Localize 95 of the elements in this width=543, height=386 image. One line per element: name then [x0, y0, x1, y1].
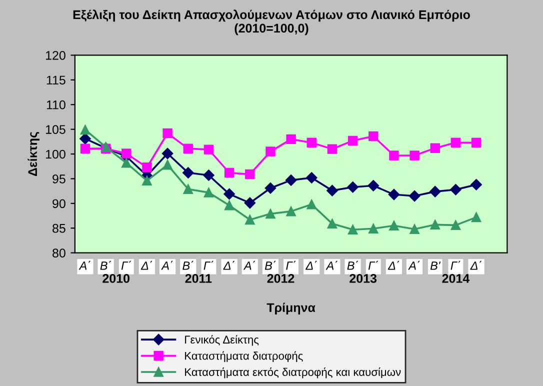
x-tick-label: Α΄ [161, 260, 173, 270]
point [162, 160, 172, 170]
point [306, 172, 318, 184]
x-tick-label: Β' [430, 262, 441, 270]
y-tick-label: 105 [46, 125, 66, 134]
point [264, 182, 276, 194]
point [450, 184, 462, 196]
text: 2013 [350, 274, 377, 283]
point [162, 148, 174, 160]
point [266, 208, 276, 219]
point [224, 168, 234, 178]
text: 2011 [185, 274, 212, 283]
point [348, 136, 358, 146]
point [430, 143, 440, 153]
y-tick-label: 120 [46, 51, 66, 60]
point [183, 184, 193, 194]
legend-label: Γενικός Δείκτης [185, 335, 259, 346]
y-tick-label: 115 [46, 76, 66, 85]
point [80, 133, 91, 144]
point [408, 190, 420, 202]
point [286, 206, 296, 216]
x-tick-label: Α΄ [326, 260, 338, 270]
legend-label: Καταστήματα εκτός διατροφής και καυσίμων [185, 368, 401, 378]
point [410, 224, 420, 234]
point [266, 146, 276, 156]
point [327, 144, 338, 154]
point [245, 169, 255, 180]
x-tick-label: Α΄ [408, 260, 420, 270]
legend-label: Καταστήματα διατροφής [185, 351, 303, 362]
x-tick-label: Γ΄ [286, 260, 296, 270]
point [430, 220, 440, 230]
point [450, 220, 461, 230]
x-tick-label: Γ΄ [121, 260, 132, 270]
point [204, 144, 214, 154]
point [348, 224, 358, 234]
point [368, 180, 379, 192]
x-tick-label: Γ΄ [204, 260, 214, 270]
y-axis-title: Δείκτης [28, 132, 40, 176]
x-tick-label: Δ΄ [140, 260, 152, 270]
x-tick-label: Γ΄ [450, 260, 460, 270]
point [470, 179, 482, 190]
y-tick-label: 90 [52, 199, 66, 208]
point [162, 128, 172, 138]
x-tick-label: Δ΄ [305, 260, 317, 270]
x-tick-label: Β΄ [100, 260, 112, 270]
point [389, 220, 399, 231]
y-tick-label: 110 [46, 100, 66, 110]
x-tick-label: Γ΄ [368, 260, 378, 270]
point [450, 138, 461, 148]
point [224, 200, 234, 210]
point [204, 188, 214, 198]
point [410, 150, 420, 160]
point [80, 124, 90, 135]
x-tick-label: Δ΄ [470, 260, 482, 270]
point [306, 200, 316, 210]
point [122, 158, 132, 168]
point [471, 138, 482, 148]
x-tick-label: Β΄ [264, 260, 276, 270]
y-tick-label: 80 [52, 248, 66, 258]
point [368, 131, 378, 142]
y-tick-label: 95 [52, 174, 66, 184]
point [244, 197, 256, 209]
point [326, 184, 338, 196]
x-tick-label: Δ΄ [388, 260, 400, 270]
point [368, 224, 378, 234]
x-tick-label: Α΄ [243, 260, 256, 270]
point [203, 170, 214, 181]
x-tick-label: Β΄ [182, 260, 194, 270]
text: 2010 [102, 274, 130, 283]
point [388, 188, 400, 200]
point [327, 218, 338, 229]
text: 2014 [442, 274, 470, 283]
y-tick-label: 100 [46, 150, 66, 159]
point [224, 188, 235, 200]
point [306, 138, 316, 148]
chart-title: Εξέλιξη του Δείκτη Απασχολούμενων Ατόμων στο Λιανικό Εμπόριο (2010=100,0) [73, 10, 470, 36]
point [122, 148, 132, 158]
point [286, 134, 296, 144]
point [347, 182, 358, 193]
x-tick-label: Β΄ [347, 260, 358, 270]
x-tick-label: Δ΄ [223, 260, 235, 270]
point [389, 150, 399, 160]
point [142, 176, 152, 186]
text: 2012 [267, 274, 294, 283]
x-tick-label: Α΄ [78, 260, 90, 270]
point [183, 144, 193, 154]
point [245, 214, 255, 225]
point [142, 162, 152, 172]
x-axis-title: Τρίμηνα [266, 302, 316, 315]
point [182, 167, 194, 178]
point [285, 174, 297, 186]
point [80, 144, 90, 154]
point [430, 186, 441, 198]
y-tick-label: 85 [52, 224, 66, 233]
point [471, 212, 482, 222]
